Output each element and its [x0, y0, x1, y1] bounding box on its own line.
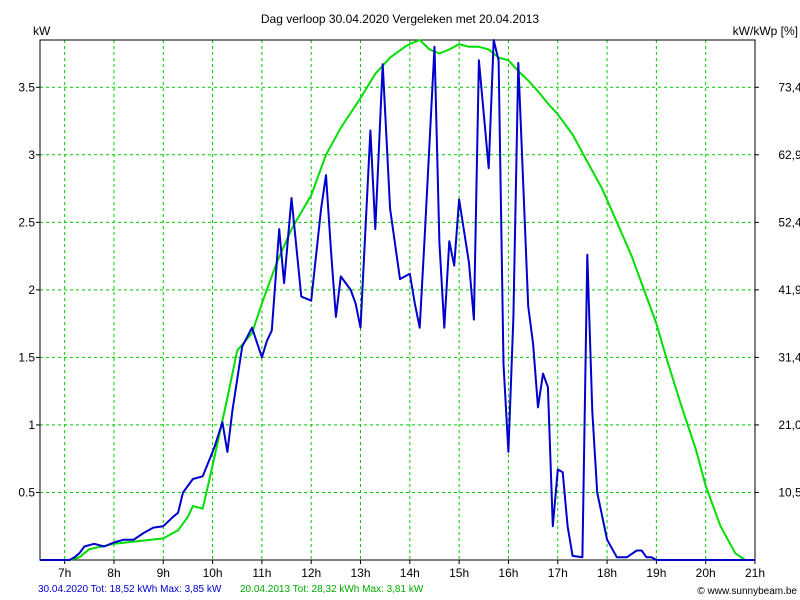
x-tick-label: 21h: [745, 566, 765, 580]
x-tick-label: 16h: [498, 566, 518, 580]
x-ticks: 7h 8h 9h 10h 11h 12h 13h 14h 15h 16h 17h 18h 19h 20h 2…: [58, 560, 765, 580]
y-left-ticks: 0.5 1 1.5 2 2.5 3 3.5: [18, 80, 40, 499]
credit-text: © www.sunnybeam.be: [697, 586, 797, 597]
x-tick-label: 9h: [157, 566, 170, 580]
y-right-tick-label: 10,5: [778, 485, 800, 499]
legend-series-2020: 30.04.2020 Tot: 18,52 kWh Max: 3,85 kW: [38, 584, 222, 595]
y-right-unit-label: kW/kWp [%]: [733, 24, 798, 38]
legend-series-2013: 20.04.2013 Tot: 28,32 kWh Max: 3,81 kW: [240, 584, 424, 595]
y-left-tick-label: 2: [28, 283, 35, 297]
x-tick-label: 14h: [400, 566, 420, 580]
y-right-tick-label: 73,4: [778, 80, 800, 94]
x-tick-label: 13h: [351, 566, 371, 580]
x-tick-label: 15h: [449, 566, 469, 580]
grid: [40, 40, 755, 560]
y-left-tick-label: 2.5: [18, 215, 35, 229]
chart-title: Dag verloop 30.04.2020 Vergeleken met 20…: [261, 12, 540, 26]
x-tick-label: 18h: [597, 566, 617, 580]
y-left-tick-label: 0.5: [18, 485, 35, 499]
x-tick-label: 11h: [252, 566, 271, 580]
y-left-tick-label: 1: [28, 418, 35, 432]
x-tick-label: 17h: [548, 566, 568, 580]
y-right-tick-label: 21,0: [778, 418, 800, 432]
y-right-tick-label: 62,9: [778, 148, 800, 162]
y-right-tick-label: 52,4: [778, 215, 800, 229]
y-left-unit-label: kW: [33, 24, 51, 38]
x-tick-label: 7h: [58, 566, 71, 580]
series-group: [40, 39, 755, 561]
y-right-tick-label: 31,4: [778, 350, 800, 364]
y-left-tick-label: 3.5: [18, 80, 35, 94]
y-left-tick-label: 1.5: [18, 350, 35, 364]
series-line-20.04.2013: [40, 39, 755, 561]
y-left-tick-label: 3: [28, 148, 35, 162]
x-tick-label: 10h: [203, 566, 223, 580]
x-tick-label: 20h: [696, 566, 716, 580]
x-tick-label: 19h: [646, 566, 666, 580]
y-right-ticks: 10,5 21,0 31,4 41,9 52,4 62,9 73,4: [755, 80, 800, 499]
x-tick-label: 12h: [301, 566, 321, 580]
y-right-tick-label: 41,9: [778, 283, 800, 297]
x-tick-label: 8h: [107, 566, 120, 580]
plot-area: [39, 39, 756, 561]
series-line-30.04.2020: [40, 39, 755, 561]
